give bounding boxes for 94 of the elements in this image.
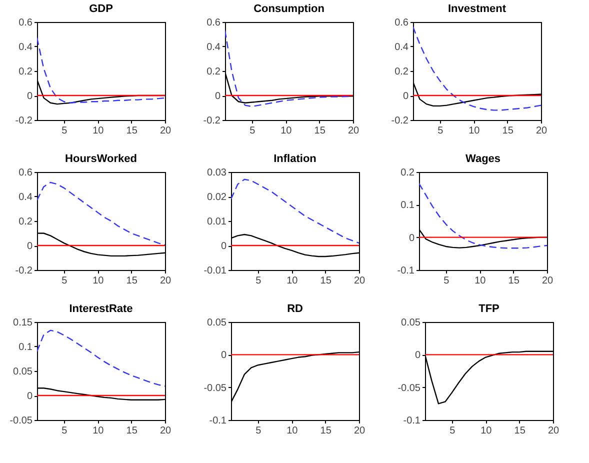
x-tick-label: 5 xyxy=(62,126,68,136)
x-tick-label: 15 xyxy=(126,276,138,286)
y-tick-label: 0 xyxy=(26,91,33,102)
line-series xyxy=(37,330,165,387)
x-tick-label: 15 xyxy=(514,426,526,436)
x-tick-label: 15 xyxy=(314,126,326,136)
y-tick-label: 0.4 xyxy=(18,192,33,203)
chart-title: RD xyxy=(287,303,303,315)
y-tick-label: -0.2 xyxy=(15,116,33,126)
line-series xyxy=(37,37,165,104)
y-tick-label: -0.1 xyxy=(209,416,227,426)
y-tick-label: 0.1 xyxy=(400,200,415,212)
y-tick-label: 0.01 xyxy=(207,216,227,228)
x-tick-label: 15 xyxy=(508,276,520,286)
x-tick-label: 10 xyxy=(286,276,298,286)
y-tick-label: 0.2 xyxy=(206,66,221,78)
x-tick-label: 20 xyxy=(160,426,172,436)
x-tick-label: 20 xyxy=(542,276,554,286)
y-tick-label: 0.4 xyxy=(394,42,409,53)
x-tick-label: 20 xyxy=(348,126,360,136)
y-tick-label: -0.1 xyxy=(403,416,421,426)
y-tick-label: 0.15 xyxy=(13,318,33,328)
chart-title: Inflation xyxy=(274,153,317,165)
y-tick-label: 0.03 xyxy=(207,168,227,178)
chart-title: InterestRate xyxy=(69,303,133,315)
x-tick-label: 10 xyxy=(92,126,104,136)
y-tick-label: 0.1 xyxy=(18,342,33,353)
y-tick-label: 0 xyxy=(220,350,227,362)
y-tick-label: 0.05 xyxy=(13,366,33,378)
x-tick-label: 5 xyxy=(256,426,262,436)
x-tick-label: 5 xyxy=(62,426,68,436)
y-tick-label: 0.2 xyxy=(18,66,33,78)
y-tick-label: 0.2 xyxy=(400,168,415,178)
x-tick-label: 5 xyxy=(62,276,68,286)
y-tick-label: -0.05 xyxy=(10,416,33,426)
y-tick-label: 0 xyxy=(26,241,33,252)
chart-title: Consumption xyxy=(254,3,325,15)
y-tick-label: 0.2 xyxy=(18,216,33,228)
x-tick-label: 10 xyxy=(474,276,486,286)
y-tick-label: 0.6 xyxy=(18,18,33,28)
y-tick-label: 0 xyxy=(220,241,227,252)
y-tick-label: 0.4 xyxy=(206,42,221,53)
y-tick-label: -0.01 xyxy=(204,266,227,276)
line-series xyxy=(413,26,541,111)
x-tick-label: 15 xyxy=(320,426,332,436)
x-tick-label: 20 xyxy=(160,126,172,136)
x-tick-label: 10 xyxy=(480,426,492,436)
y-tick-label: -0.1 xyxy=(397,266,415,276)
x-tick-label: 15 xyxy=(126,126,138,136)
line-series xyxy=(231,178,359,244)
y-tick-label: 0 xyxy=(214,91,221,102)
y-tick-label: 0.4 xyxy=(18,42,33,53)
x-tick-label: 10 xyxy=(286,426,298,436)
x-tick-label: 10 xyxy=(92,426,104,436)
x-tick-label: 20 xyxy=(536,126,548,136)
chart-title: GDP xyxy=(89,3,113,15)
chart-title: Investment xyxy=(448,3,506,15)
chart-title: HoursWorked xyxy=(65,153,137,165)
y-tick-label: 0 xyxy=(408,232,415,244)
line-series xyxy=(419,182,547,249)
y-tick-label: 0 xyxy=(26,391,33,402)
x-tick-label: 20 xyxy=(354,276,366,286)
x-tick-label: 15 xyxy=(126,426,138,436)
line-series xyxy=(225,30,353,108)
x-tick-label: 10 xyxy=(468,126,480,136)
y-tick-label: -0.05 xyxy=(398,382,421,394)
y-tick-label: 0.02 xyxy=(207,192,227,203)
y-tick-label: 0.05 xyxy=(207,318,227,328)
x-tick-label: 10 xyxy=(92,276,104,286)
y-tick-label: 0.2 xyxy=(394,66,409,78)
x-tick-label: 15 xyxy=(502,126,514,136)
chart-title: TFP xyxy=(478,303,500,315)
y-tick-label: -0.2 xyxy=(203,116,221,126)
x-tick-label: 5 xyxy=(256,276,262,286)
x-tick-label: 20 xyxy=(160,276,172,286)
y-tick-label: -0.2 xyxy=(15,266,33,276)
y-tick-label: -0.05 xyxy=(204,382,227,394)
x-tick-label: 20 xyxy=(354,426,366,436)
x-tick-label: 5 xyxy=(450,426,456,436)
line-series xyxy=(37,182,165,246)
y-tick-label: 0 xyxy=(402,91,409,102)
y-tick-label: 0.6 xyxy=(206,18,221,28)
x-tick-label: 5 xyxy=(250,126,256,136)
x-tick-label: 15 xyxy=(320,276,332,286)
y-tick-label: -0.2 xyxy=(391,116,409,126)
chart-title: Wages xyxy=(465,153,501,165)
y-tick-label: 0.6 xyxy=(18,168,33,178)
x-tick-label: 10 xyxy=(280,126,292,136)
y-tick-label: 0.6 xyxy=(394,18,409,28)
x-tick-label: 5 xyxy=(444,276,450,286)
x-tick-label: 20 xyxy=(548,426,560,436)
y-tick-label: 0 xyxy=(414,350,421,362)
y-tick-label: 0.05 xyxy=(401,318,421,328)
x-tick-label: 5 xyxy=(438,126,444,136)
